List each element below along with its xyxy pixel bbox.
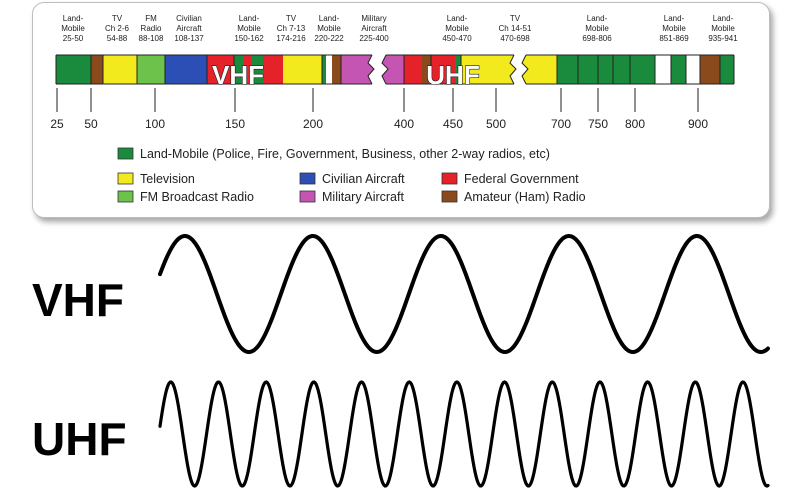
tick-label: 900 xyxy=(688,117,708,131)
federal-band xyxy=(431,55,455,84)
uhf-waveform xyxy=(158,380,770,488)
land-mobile-band xyxy=(234,55,244,84)
uhf-wave-label: UHF xyxy=(32,413,127,465)
tick-label: 500 xyxy=(486,117,506,131)
legend-military: Military Aircraft xyxy=(322,190,404,204)
television-band xyxy=(522,55,557,84)
land-mobile-band xyxy=(671,55,686,84)
band-label: TV Ch 2-6 54-88 xyxy=(105,14,130,43)
band-label: TV Ch 14-51 470-698 xyxy=(499,14,532,43)
land-mobile-band xyxy=(455,55,461,84)
legend-fm: FM Broadcast Radio xyxy=(140,190,254,204)
frequency-axis: 25 50 100 150 200 400 450 500 700 750 80… xyxy=(50,88,708,131)
legend-swatch-television xyxy=(117,172,134,185)
land-mobile-band xyxy=(251,55,263,84)
tick-label: 400 xyxy=(394,117,414,131)
vhf-band-label: VHF xyxy=(212,60,264,90)
band-label: Land-Mobile 150-162 xyxy=(234,14,264,43)
legend-television: Television xyxy=(140,172,195,186)
legend: Land-Mobile (Police, Fire, Government, B… xyxy=(117,147,586,204)
land-mobile-band xyxy=(720,55,734,84)
military-band xyxy=(341,55,374,84)
tick-label: 700 xyxy=(551,117,571,131)
band-label: Land-Mobile 25-50 xyxy=(61,14,85,43)
tick-label: 100 xyxy=(145,117,165,131)
band-labels: Land-Mobile 25-50 TV Ch 2-6 54-88 FM Radio 88… xyxy=(61,14,738,43)
uhf-band-label: UHF xyxy=(426,60,479,90)
spectrum-bar: VHF UHF xyxy=(55,54,735,91)
military-band xyxy=(382,55,404,84)
tick-label: 25 xyxy=(50,117,64,131)
tick-label: 150 xyxy=(225,117,245,131)
legend-federal: Federal Government xyxy=(464,172,579,186)
tick-label: 450 xyxy=(443,117,463,131)
amateur-band xyxy=(700,55,720,84)
legend-land-mobile: Land-Mobile (Police, Fire, Government, B… xyxy=(140,147,550,161)
television-band xyxy=(461,55,516,84)
land-mobile-band xyxy=(322,55,326,84)
amateur-band xyxy=(91,55,103,84)
band-label: Land-Mobile 698-806 xyxy=(582,14,612,43)
band-label: TV Ch 7-13 174-216 xyxy=(276,14,306,43)
vhf-wave-label: VHF xyxy=(32,274,124,326)
amateur-band xyxy=(422,55,431,84)
legend-amateur: Amateur (Ham) Radio xyxy=(464,190,586,204)
white-band xyxy=(686,55,700,84)
tick-label: 200 xyxy=(303,117,323,131)
legend-swatch-civilian xyxy=(299,172,316,185)
legend-swatch-amateur xyxy=(441,190,458,203)
amateur-band xyxy=(332,55,341,84)
tick-label: 800 xyxy=(625,117,645,131)
white-band xyxy=(655,55,671,84)
band-label: Land-Mobile 450-470 xyxy=(442,14,472,43)
legend-swatch-fm xyxy=(117,190,134,203)
band-label: FM Radio 88-108 xyxy=(139,14,164,43)
television-band xyxy=(283,55,322,84)
land-mobile-band xyxy=(557,55,655,84)
legend-swatch-military xyxy=(299,190,316,203)
television-band xyxy=(103,55,137,84)
white-band xyxy=(326,55,332,84)
land-mobile-band xyxy=(56,55,91,84)
federal-band xyxy=(244,55,251,84)
tick-label: 750 xyxy=(588,117,608,131)
civilian-aircraft-band xyxy=(165,55,207,84)
legend-civilian: Civilian Aircraft xyxy=(322,172,405,186)
band-label: Civilian Aircraft 108-137 xyxy=(174,14,204,43)
band-label: Land-Mobile 220-222 xyxy=(314,14,344,43)
vhf-waveform xyxy=(158,233,770,355)
legend-swatch-federal xyxy=(441,172,458,185)
tick-label: 50 xyxy=(84,117,98,131)
federal-band xyxy=(207,55,234,84)
fm-band xyxy=(137,55,165,84)
federal-band xyxy=(404,55,422,84)
legend-swatch-land-mobile xyxy=(117,147,134,160)
federal-band xyxy=(263,55,283,84)
band-label: Land-Mobile 851-869 xyxy=(659,14,689,43)
band-label: Military Aircraft 225-400 xyxy=(359,14,389,43)
band-label: Land-Mobile 935-941 xyxy=(708,14,738,43)
